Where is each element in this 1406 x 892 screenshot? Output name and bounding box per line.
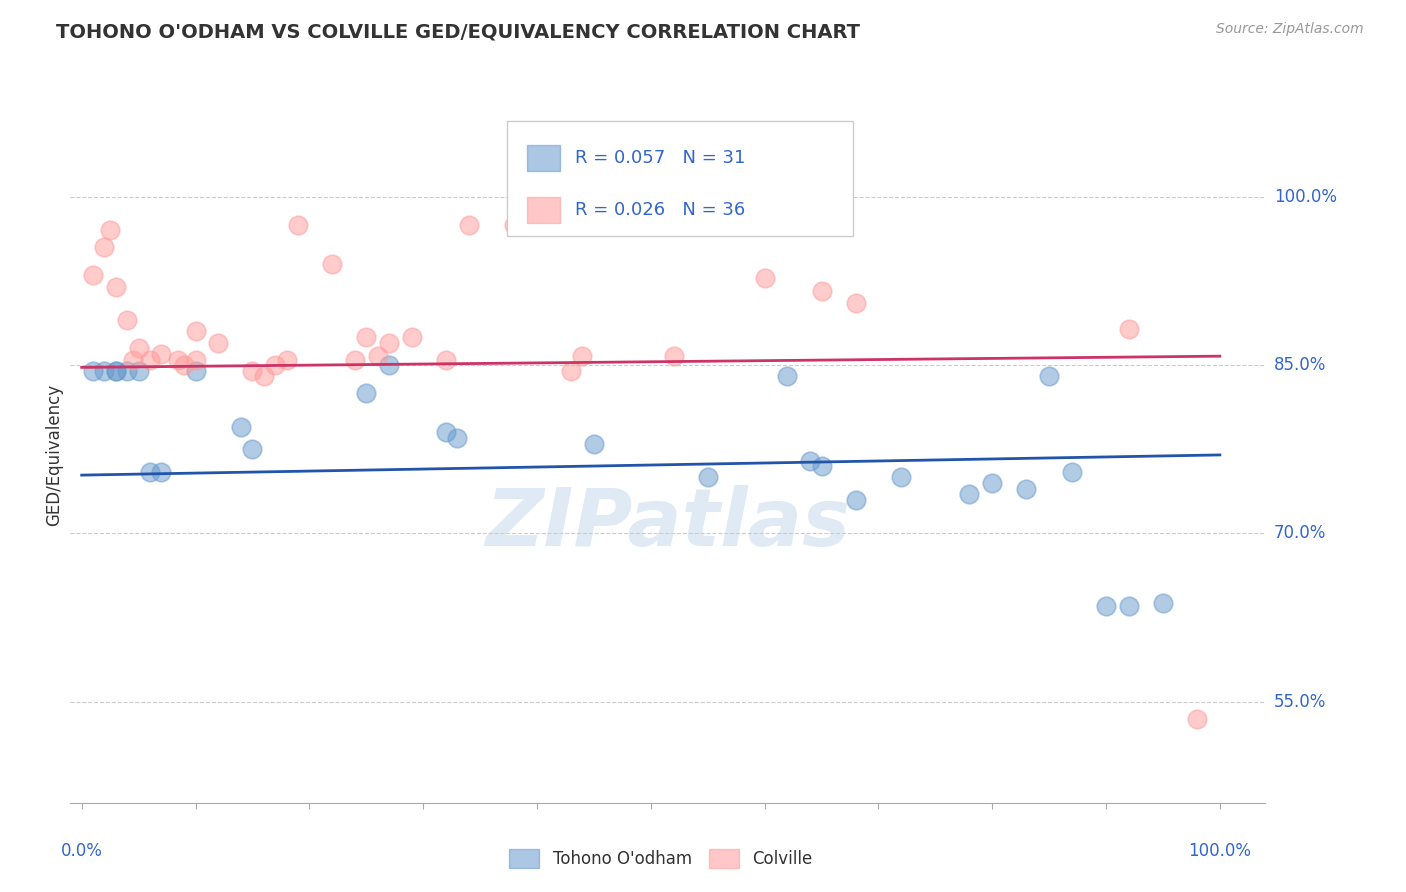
Point bbox=[139, 465, 162, 479]
Point bbox=[150, 347, 173, 361]
Text: Source: ZipAtlas.com: Source: ZipAtlas.com bbox=[1216, 22, 1364, 37]
Point bbox=[1118, 322, 1140, 336]
Point bbox=[104, 364, 127, 378]
Point bbox=[810, 284, 832, 298]
Point bbox=[810, 459, 832, 474]
Text: R = 0.026   N = 36: R = 0.026 N = 36 bbox=[575, 201, 745, 219]
Legend: Tohono O'odham, Colville: Tohono O'odham, Colville bbox=[503, 842, 818, 875]
Point bbox=[1118, 599, 1140, 614]
Text: 0.0%: 0.0% bbox=[60, 842, 103, 860]
Point bbox=[754, 270, 776, 285]
Text: ZIPatlas: ZIPatlas bbox=[485, 485, 851, 564]
Point bbox=[276, 352, 298, 367]
Point bbox=[242, 364, 264, 378]
Point bbox=[981, 475, 1004, 490]
Point bbox=[128, 341, 150, 355]
Point bbox=[845, 296, 868, 310]
Point bbox=[1185, 712, 1208, 726]
Point bbox=[93, 364, 115, 378]
Point bbox=[82, 364, 104, 378]
Point bbox=[776, 369, 799, 384]
Point bbox=[890, 470, 912, 484]
Point bbox=[93, 240, 115, 254]
Point bbox=[82, 268, 104, 283]
Text: TOHONO O'ODHAM VS COLVILLE GED/EQUIVALENCY CORRELATION CHART: TOHONO O'ODHAM VS COLVILLE GED/EQUIVALEN… bbox=[56, 22, 860, 41]
Point bbox=[434, 425, 457, 440]
Point bbox=[229, 420, 252, 434]
Point bbox=[1095, 599, 1118, 614]
Point bbox=[582, 436, 605, 450]
Point bbox=[1038, 369, 1060, 384]
FancyBboxPatch shape bbox=[506, 121, 853, 235]
Point bbox=[139, 352, 162, 367]
Point bbox=[696, 470, 718, 484]
Point bbox=[128, 364, 150, 378]
Point bbox=[287, 218, 309, 232]
Point bbox=[799, 453, 821, 467]
Text: 70.0%: 70.0% bbox=[1274, 524, 1326, 542]
Point bbox=[959, 487, 981, 501]
Point bbox=[1152, 596, 1174, 610]
Point bbox=[1060, 465, 1083, 479]
Point bbox=[457, 218, 479, 232]
Text: 100.0%: 100.0% bbox=[1274, 188, 1337, 206]
Point bbox=[1015, 482, 1038, 496]
Point bbox=[104, 279, 127, 293]
Point bbox=[253, 369, 276, 384]
Point bbox=[446, 431, 468, 445]
Point bbox=[378, 358, 401, 372]
Point bbox=[264, 358, 287, 372]
Point bbox=[104, 364, 127, 378]
Point bbox=[367, 349, 389, 363]
Point bbox=[98, 223, 121, 237]
Point bbox=[571, 349, 593, 363]
Point bbox=[503, 218, 526, 232]
Point bbox=[321, 257, 343, 271]
Text: 85.0%: 85.0% bbox=[1274, 356, 1326, 374]
Text: R = 0.057   N = 31: R = 0.057 N = 31 bbox=[575, 149, 745, 167]
Point bbox=[343, 352, 366, 367]
Bar bbox=[527, 197, 561, 223]
Point bbox=[401, 330, 423, 344]
Point bbox=[434, 352, 457, 367]
Point bbox=[560, 364, 582, 378]
Point bbox=[122, 352, 145, 367]
Point bbox=[173, 358, 195, 372]
Point bbox=[150, 465, 173, 479]
Point bbox=[207, 335, 229, 350]
Text: 55.0%: 55.0% bbox=[1274, 693, 1326, 711]
Point bbox=[184, 325, 207, 339]
Point bbox=[845, 492, 868, 507]
Point bbox=[662, 349, 685, 363]
Point bbox=[354, 386, 377, 401]
Point bbox=[115, 364, 138, 378]
Text: 100.0%: 100.0% bbox=[1188, 842, 1251, 860]
Point bbox=[354, 330, 377, 344]
Point bbox=[115, 313, 138, 327]
Point bbox=[184, 364, 207, 378]
Y-axis label: GED/Equivalency: GED/Equivalency bbox=[45, 384, 63, 526]
Point bbox=[378, 335, 401, 350]
Point bbox=[167, 352, 190, 367]
Point bbox=[754, 184, 776, 198]
Point bbox=[184, 352, 207, 367]
Bar bbox=[527, 145, 561, 171]
Point bbox=[242, 442, 264, 457]
